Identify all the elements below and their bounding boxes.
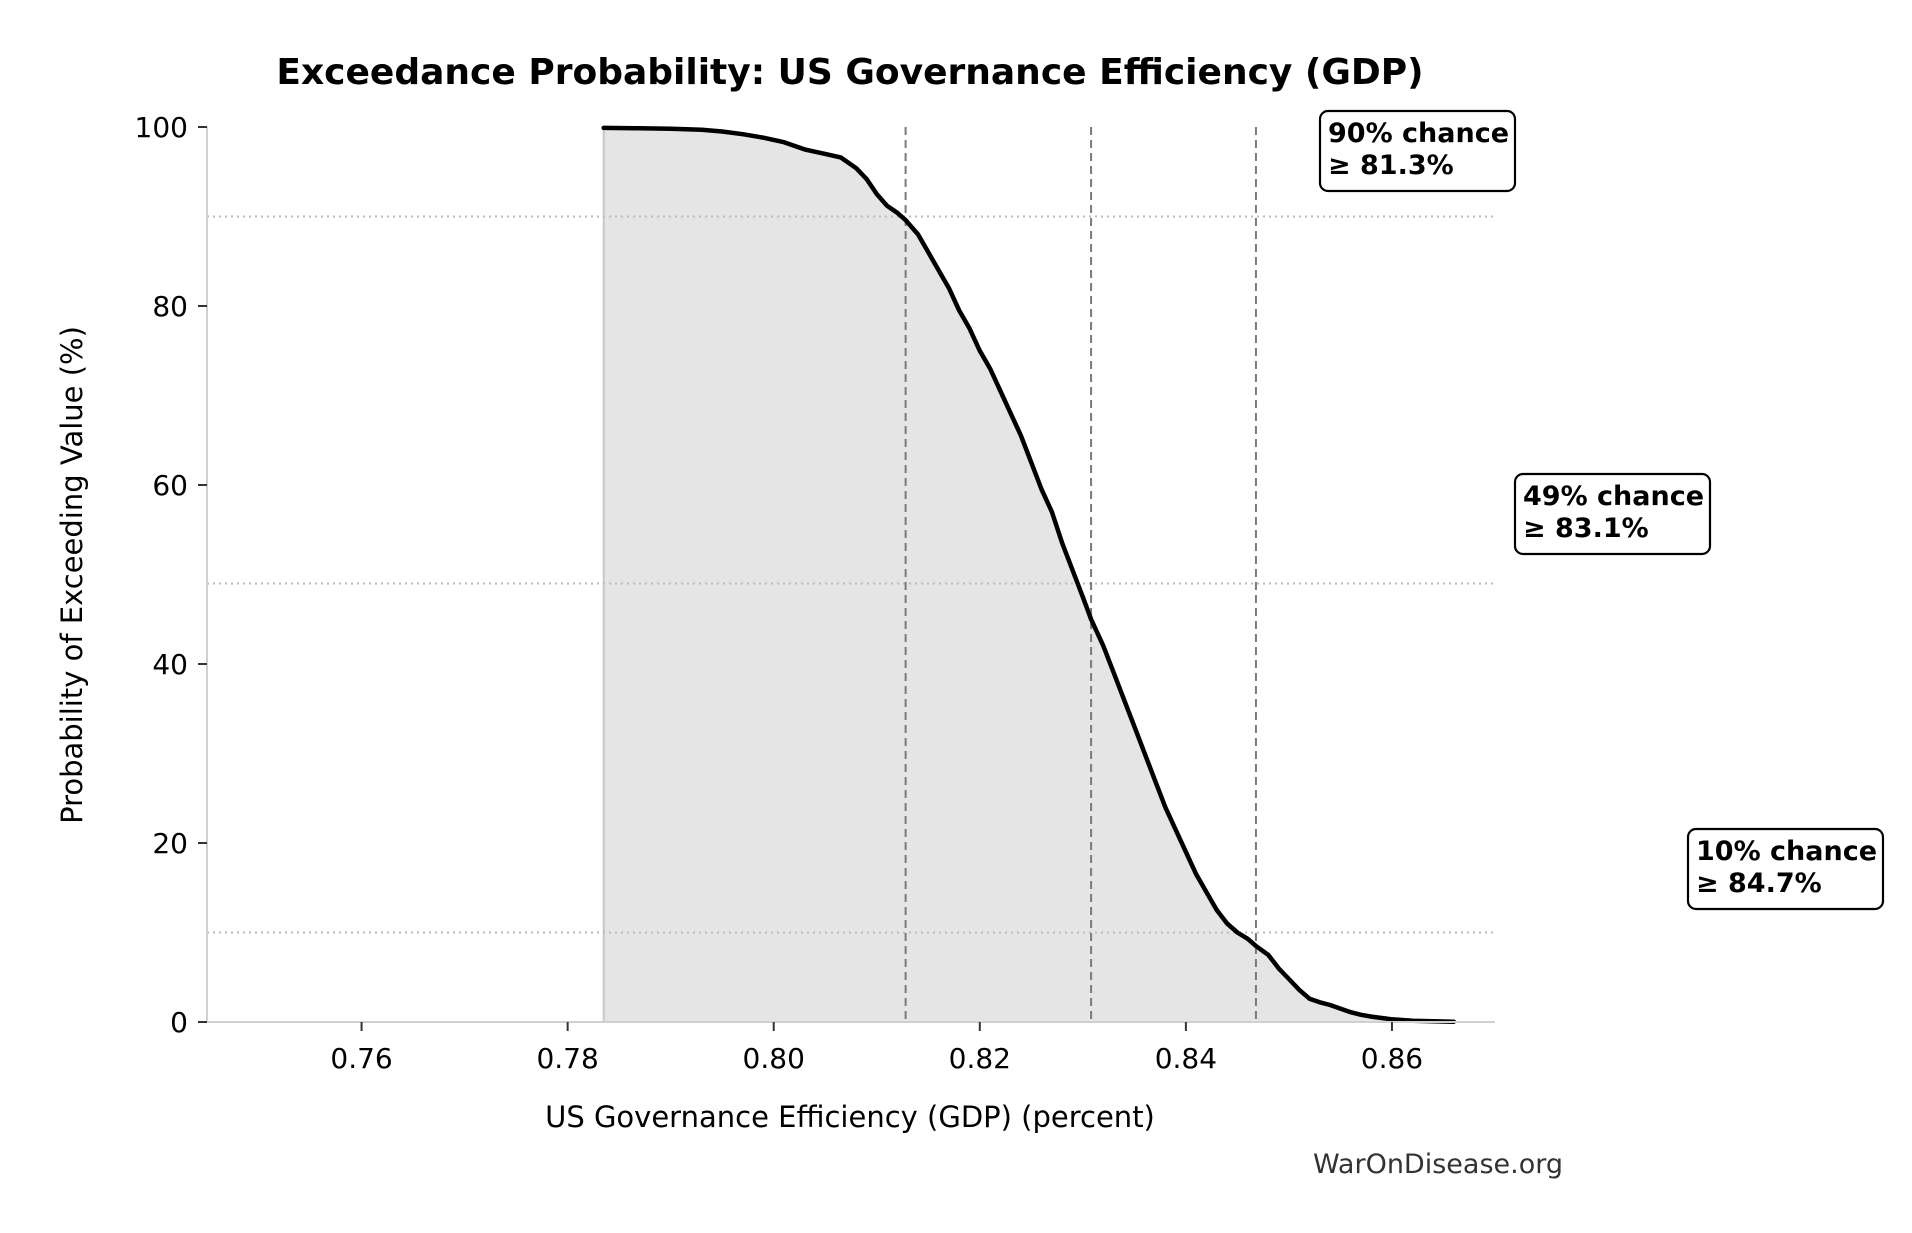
x-tick-label: 0.86 [1361,1042,1423,1075]
axes: 0.76 0.78 0.80 0.82 0.84 0.86 0 20 40 60 80 100 [135,111,1495,1075]
annotation-line1: 90% chance [1328,118,1509,149]
annotation-box-1: 49% chance≥ 83.1% [1513,472,1712,556]
chart-title: Exceedance Probability: US Governance Ef… [276,52,1423,93]
y-axis-label: Probability of Exceeding Value (%) [55,326,89,824]
annotation-line1: 10% chance [1696,836,1877,867]
exceedance-curve [601,125,1457,1024]
exceedance-area-fill [603,127,1454,1022]
horizontal-reference-lines [207,215,1495,934]
y-axis-ticks: 0 20 40 60 80 100 [135,111,207,1039]
x-tick-label: 0.76 [330,1042,392,1075]
annotation-line2: ≥ 81.3% [1328,150,1454,181]
vertical-reference-lines [904,127,1257,1022]
x-tick-label: 0.84 [1155,1042,1217,1075]
y-tick-label: 0 [170,1006,188,1039]
annotation-box-2: 10% chance≥ 84.7% [1686,827,1885,911]
annotation-line1: 49% chance [1523,481,1704,512]
y-tick-label: 40 [152,648,188,681]
annotations: 90% chance≥ 81.3% 49% chance≥ 83.1% 10% ch… [1318,109,1885,911]
annotation-frame [1686,827,1885,911]
annotation-box-0: 90% chance≥ 81.3% [1318,109,1517,193]
x-tick-label: 0.82 [949,1042,1011,1075]
y-tick-label: 100 [135,111,188,144]
y-tick-label: 80 [152,290,188,323]
y-tick-label: 20 [152,827,188,860]
annotation-line2: ≥ 83.1% [1523,513,1649,544]
y-tick-label: 60 [152,469,188,502]
x-axis-ticks: 0.76 0.78 0.80 0.82 0.84 0.86 [330,1022,1423,1075]
annotation-frame [1318,109,1517,193]
annotation-frame [1513,472,1712,556]
x-tick-label: 0.80 [743,1042,805,1075]
x-tick-label: 0.78 [536,1042,598,1075]
x-axis-label: US Governance Efficiency (GDP) (percent) [545,1100,1155,1134]
annotation-line2: ≥ 84.7% [1696,868,1822,899]
watermark: WarOnDisease.org [1313,1149,1563,1180]
plot-area [207,125,1495,1024]
